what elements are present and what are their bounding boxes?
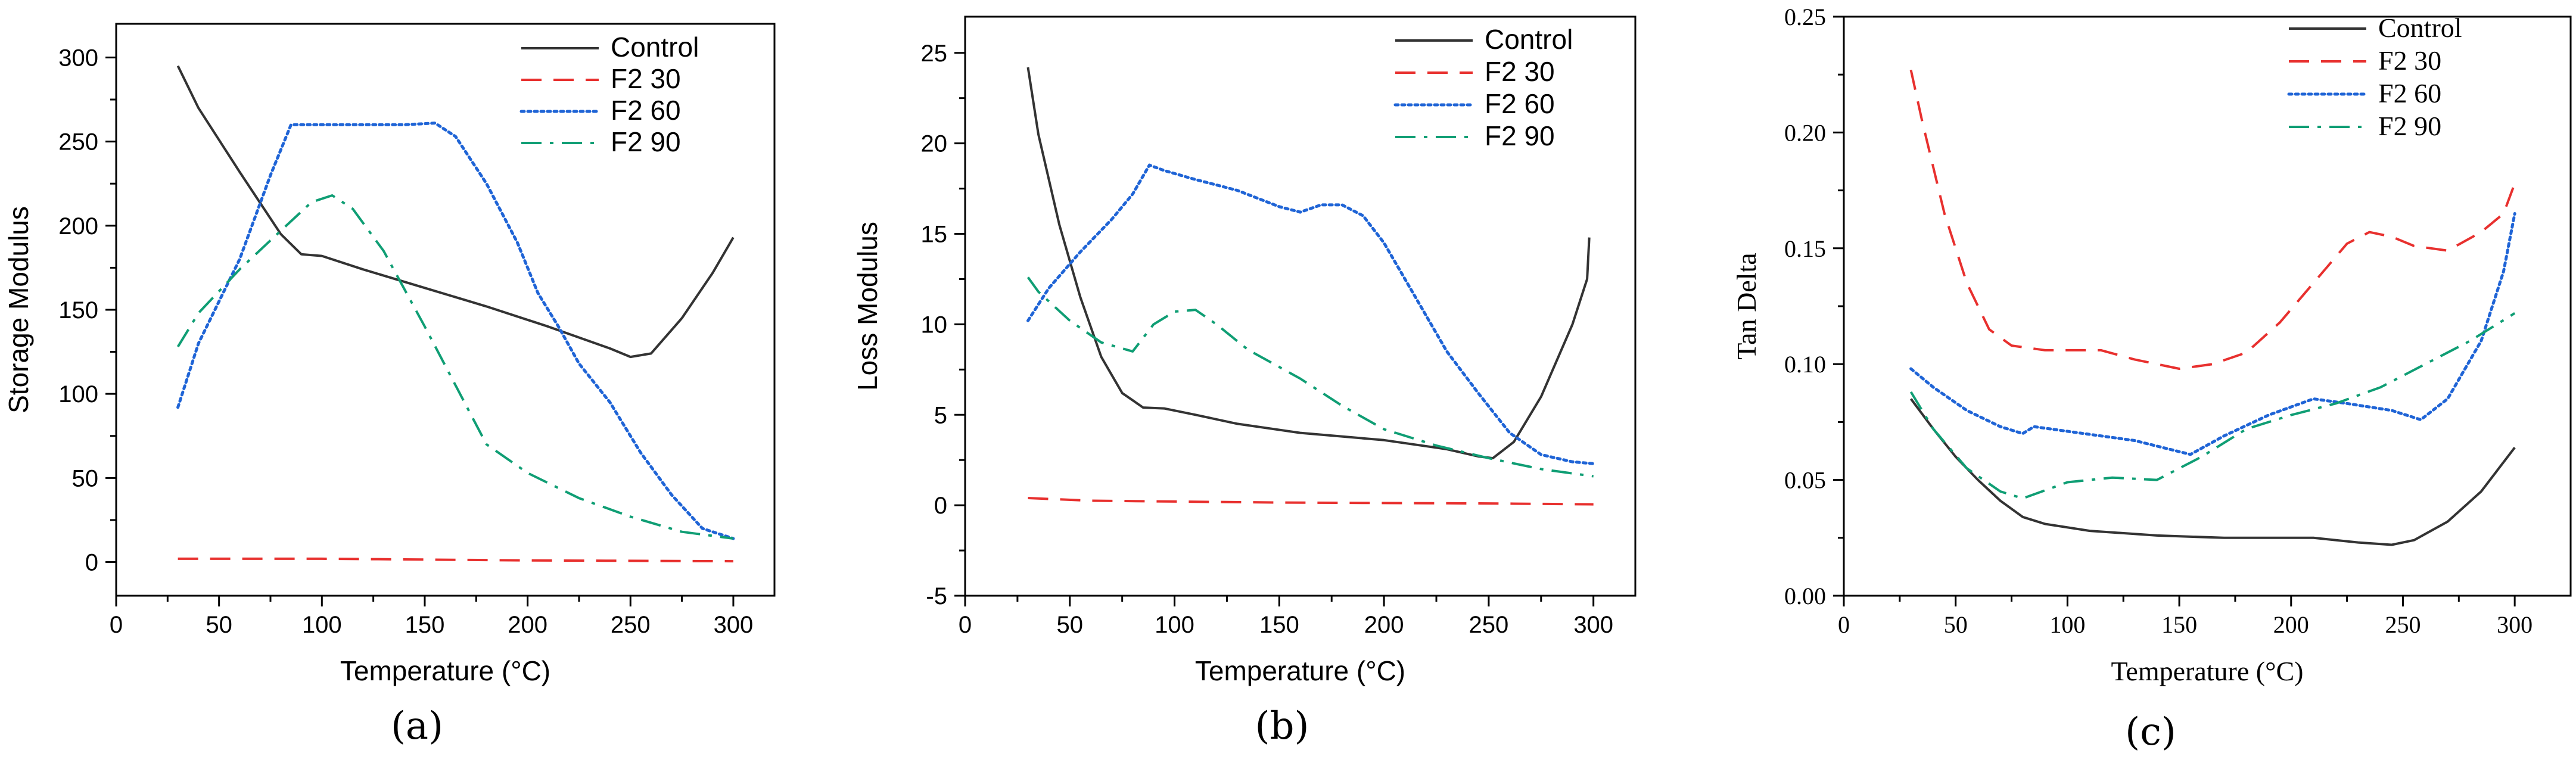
legend-label-control: Control bbox=[2378, 13, 2462, 43]
chart-panel-a: 0 50 100 150 200 250 300 0 50 100 150 200 250 300 Cont… bbox=[3, 23, 776, 748]
y-tick-label: 300 bbox=[58, 45, 98, 71]
x-tick-label: 150 bbox=[1259, 612, 1299, 638]
series-line-f2-30 bbox=[1028, 497, 1594, 506]
x-tick-label: 0 bbox=[1838, 611, 1850, 638]
y-tick-label: 25 bbox=[921, 41, 948, 67]
series-line-f2-30 bbox=[1909, 69, 2516, 370]
x-tick-label: 300 bbox=[714, 612, 754, 638]
y-tick-label: 150 bbox=[58, 297, 98, 323]
x-tick-label: 300 bbox=[2497, 611, 2533, 638]
y-tick-label: 5 bbox=[934, 402, 947, 428]
y-tick-label: 200 bbox=[58, 213, 98, 239]
y-tick-label: 0.15 bbox=[1784, 235, 1826, 262]
series-line-f2-90 bbox=[176, 194, 734, 540]
series-line-f2-60 bbox=[1026, 163, 1595, 465]
x-tick-label: 300 bbox=[1573, 612, 1613, 638]
y-tick-label: 250 bbox=[58, 129, 98, 155]
x-tick-label: 0 bbox=[959, 612, 972, 638]
x-tick-label: 100 bbox=[302, 612, 342, 638]
x-tick-label: 50 bbox=[1057, 612, 1084, 638]
y-tick-label: 20 bbox=[921, 131, 948, 157]
x-tick-label: 150 bbox=[2161, 611, 2197, 638]
legend-label-f2-90: F2 90 bbox=[1485, 120, 1555, 151]
x-tick-label: 250 bbox=[2385, 611, 2421, 638]
x-tick-label: 200 bbox=[1364, 612, 1404, 638]
y-tick-label: 0.10 bbox=[1784, 351, 1826, 378]
legend-label-f2-30: F2 30 bbox=[2378, 45, 2441, 76]
y-tick-label: 50 bbox=[72, 465, 99, 491]
x-axis-label: Temperature (°C) bbox=[1195, 655, 1405, 686]
series-line-control bbox=[176, 65, 735, 359]
series-line-f2-60 bbox=[176, 122, 735, 540]
y-tick-label: 100 bbox=[58, 381, 98, 407]
y-tick-label: 0 bbox=[934, 493, 947, 519]
y-tick-label: -5 bbox=[926, 583, 947, 609]
plot-frame bbox=[964, 15, 1637, 597]
x-tick-label: 0 bbox=[110, 612, 123, 638]
y-axis-label: Tan Delta bbox=[1731, 253, 1762, 359]
x-tick-label: 50 bbox=[1944, 611, 1968, 638]
legend-label-f2-60: F2 60 bbox=[611, 95, 681, 126]
y-tick-label: 15 bbox=[921, 222, 948, 248]
series-line-f2-60 bbox=[1909, 212, 2516, 456]
chart-panel-c: 0 50 100 150 200 250 300 0.00 0.05 0.10 0.15 0.20 0.… bbox=[1731, 4, 2572, 754]
legend-label-f2-60: F2 60 bbox=[1485, 88, 1555, 119]
legend-label-f2-30: F2 30 bbox=[611, 63, 681, 94]
legend-label-control: Control bbox=[611, 32, 699, 63]
legend-label-f2-60: F2 60 bbox=[2378, 78, 2441, 108]
series-line-f2-90 bbox=[1026, 276, 1594, 478]
y-tick-label: 0.20 bbox=[1784, 119, 1826, 146]
series-line-f2-30 bbox=[178, 557, 733, 563]
y-axis-label: Loss Modulus bbox=[852, 222, 883, 391]
y-tick-label: 0.00 bbox=[1784, 583, 1826, 609]
x-tick-label: 200 bbox=[2273, 611, 2309, 638]
panel-caption: (a) bbox=[391, 704, 443, 748]
legend-label-f2-90: F2 90 bbox=[611, 126, 681, 157]
x-tick-label: 50 bbox=[206, 612, 232, 638]
series-line-control bbox=[1026, 67, 1591, 460]
y-tick-label: 10 bbox=[921, 312, 948, 338]
panel-caption: (b) bbox=[1255, 704, 1309, 748]
legend-label-f2-90: F2 90 bbox=[2378, 111, 2441, 141]
y-tick-label: 0.05 bbox=[1784, 467, 1826, 494]
y-tick-label: 0 bbox=[85, 550, 98, 576]
x-axis-label: Temperature (°C) bbox=[2111, 656, 2304, 686]
legend-label-control: Control bbox=[1485, 24, 1573, 55]
y-axis-label: Storage Modulus bbox=[3, 206, 34, 413]
panel-caption: (c) bbox=[2125, 710, 2176, 754]
y-tick-label: 0.25 bbox=[1784, 4, 1826, 30]
x-tick-label: 100 bbox=[2049, 611, 2085, 638]
x-tick-label: 200 bbox=[508, 612, 547, 638]
legend-label-f2-30: F2 30 bbox=[1485, 56, 1555, 87]
x-tick-label: 250 bbox=[1469, 612, 1509, 638]
x-tick-label: 250 bbox=[611, 612, 651, 638]
x-axis-label: Temperature (°C) bbox=[340, 655, 550, 686]
x-tick-label: 100 bbox=[1155, 612, 1194, 638]
x-tick-label: 150 bbox=[405, 612, 445, 638]
